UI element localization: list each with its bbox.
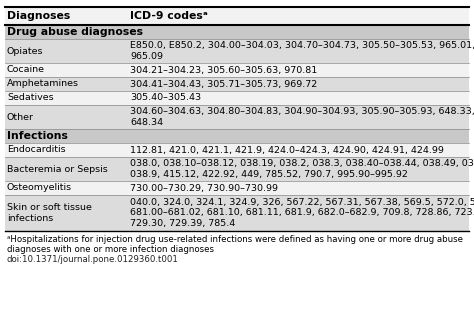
Text: 038.0, 038.10–038.12, 038.19, 038.2, 038.3, 038.40–038.44, 038.49, 038.8,
038.9,: 038.0, 038.10–038.12, 038.19, 038.2, 038… (130, 159, 474, 179)
Bar (5, 195, 469, 231)
Bar (5, 7, 469, 25)
Text: Sedatives: Sedatives (7, 94, 54, 102)
Text: doi:10.1371/journal.pone.0129360.t001: doi:10.1371/journal.pone.0129360.t001 (7, 255, 179, 264)
Text: 112.81, 421.0, 421.1, 421.9, 424.0–424.3, 424.90, 424.91, 424.99: 112.81, 421.0, 421.1, 421.9, 424.0–424.3… (130, 146, 444, 154)
Text: Cocaine: Cocaine (7, 66, 45, 75)
Text: Osteomyelitis: Osteomyelitis (7, 184, 72, 192)
Text: Endocarditis: Endocarditis (7, 146, 65, 154)
Text: Infections: Infections (7, 131, 68, 141)
Bar (5, 105, 469, 129)
Bar (5, 129, 469, 143)
Text: Bacteremia or Sepsis: Bacteremia or Sepsis (7, 164, 108, 174)
Bar (5, 25, 469, 39)
Bar (5, 143, 469, 157)
Text: Other: Other (7, 112, 34, 122)
Text: Opiates: Opiates (7, 47, 44, 55)
Text: Diagnoses: Diagnoses (7, 11, 70, 21)
Text: 730.00–730.29, 730.90–730.99: 730.00–730.29, 730.90–730.99 (130, 184, 278, 192)
Text: 305.40–305.43: 305.40–305.43 (130, 94, 201, 102)
Text: 304.60–304.63, 304.80–304.83, 304.90–304.93, 305.90–305.93, 648.33,
648.34: 304.60–304.63, 304.80–304.83, 304.90–304… (130, 107, 474, 127)
Text: ᵃHospitalizations for injection drug use-related infections were defined as havi: ᵃHospitalizations for injection drug use… (7, 235, 463, 255)
Bar (5, 91, 469, 105)
Bar (5, 77, 469, 91)
Bar (5, 157, 469, 181)
Bar (5, 181, 469, 195)
Text: Drug abuse diagnoses: Drug abuse diagnoses (7, 27, 143, 37)
Text: 040.0, 324.0, 324.1, 324.9, 326, 567.22, 567.31, 567.38, 569.5, 572.0, 590.1,
68: 040.0, 324.0, 324.1, 324.9, 326, 567.22,… (130, 198, 474, 228)
Text: E850.0, E850.2, 304.00–304.03, 304.70–304.73, 305.50–305.53, 965.01,
965.09: E850.0, E850.2, 304.00–304.03, 304.70–30… (130, 41, 474, 61)
Text: 304.41–304.43, 305.71–305.73, 969.72: 304.41–304.43, 305.71–305.73, 969.72 (130, 79, 317, 89)
Text: 304.21–304.23, 305.60–305.63, 970.81: 304.21–304.23, 305.60–305.63, 970.81 (130, 66, 317, 75)
Bar (5, 63, 469, 77)
Text: ICD-9 codesᵃ: ICD-9 codesᵃ (130, 11, 208, 21)
Text: Amphetamines: Amphetamines (7, 79, 79, 89)
Text: Skin or soft tissue
infections: Skin or soft tissue infections (7, 203, 92, 223)
Bar (5, 39, 469, 63)
